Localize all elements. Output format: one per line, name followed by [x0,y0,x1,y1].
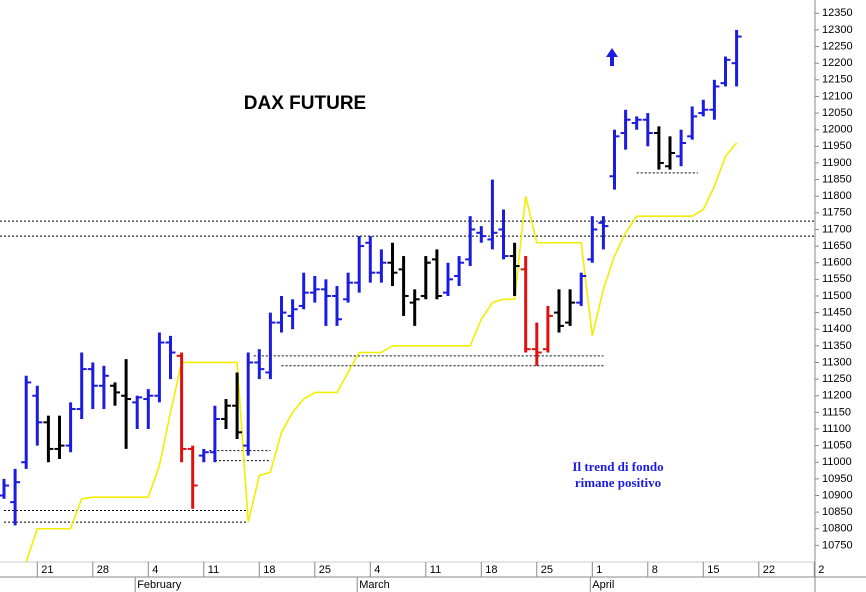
y-tick-label: 11150 [822,406,851,418]
y-tick-label: 10800 [822,523,853,535]
y-tick-label: 11450 [822,306,852,318]
x-tick-label: 1 [596,564,602,576]
y-tick-label: 11950 [822,140,852,152]
y-tick-label: 12300 [822,24,853,36]
plot-area [0,29,815,563]
y-tick-label: 11400 [822,323,852,335]
x-tick-label: 4 [374,564,380,576]
y-tick-label: 11300 [822,356,852,368]
y-tick-label: 10750 [822,539,853,551]
x-tick-label: 4 [152,564,158,576]
x-tick-label: 21 [41,564,53,576]
x-tick-label: 2 [818,564,824,576]
x-tick-label: 8 [652,564,658,576]
month-label: February [137,579,182,591]
y-tick-label: 11600 [822,257,852,269]
x-tick-label: 28 [97,564,109,576]
y-tick-label: 12350 [822,7,853,19]
y-tick-label: 11250 [822,373,852,385]
y-tick-label: 11850 [822,173,852,185]
month-label: April [592,579,614,591]
y-tick-label: 11900 [822,157,852,169]
y-tick-label: 12250 [822,40,853,52]
y-tick-label: 12100 [822,90,853,102]
y-tick-label: 12050 [822,107,853,119]
y-tick-label: 11700 [822,223,852,235]
x-tick-label: 18 [263,564,275,576]
x-tick-label: 25 [319,564,331,576]
y-tick-label: 11800 [822,190,852,202]
stop-line [25,142,738,563]
y-tick-label: 11750 [822,207,852,219]
y-tick-label: 11100 [822,423,851,435]
x-tick-label: 25 [541,564,553,576]
y-tick-label: 11500 [822,290,852,302]
annotation: Il trend di fondo [572,459,663,474]
chart-title: DAX FUTURE [244,93,366,114]
y-tick-label: 11350 [822,340,852,352]
x-tick-label: 11 [208,564,219,576]
up-arrow [606,48,618,66]
x-tick-label: 18 [485,564,497,576]
y-tick-label: 11200 [822,390,852,402]
annotation: rimane positivo [575,475,661,490]
y-tick-label: 12150 [822,74,853,86]
y-tick-label: 11550 [822,273,852,285]
y-tick-label: 11650 [822,240,852,252]
month-label: March [359,579,390,591]
x-tick-label: 22 [763,564,775,576]
y-tick-label: 11050 [822,440,852,452]
y-tick-label: 12200 [822,57,853,69]
y-tick-label: 10850 [822,506,853,518]
y-tick-label: 10950 [822,473,853,485]
x-tick-label: 11 [430,564,441,576]
y-tick-label: 11000 [822,456,852,468]
y-tick-label: 10900 [822,489,853,501]
x-tick-label: 15 [707,564,719,576]
y-tick-label: 12000 [822,124,853,136]
